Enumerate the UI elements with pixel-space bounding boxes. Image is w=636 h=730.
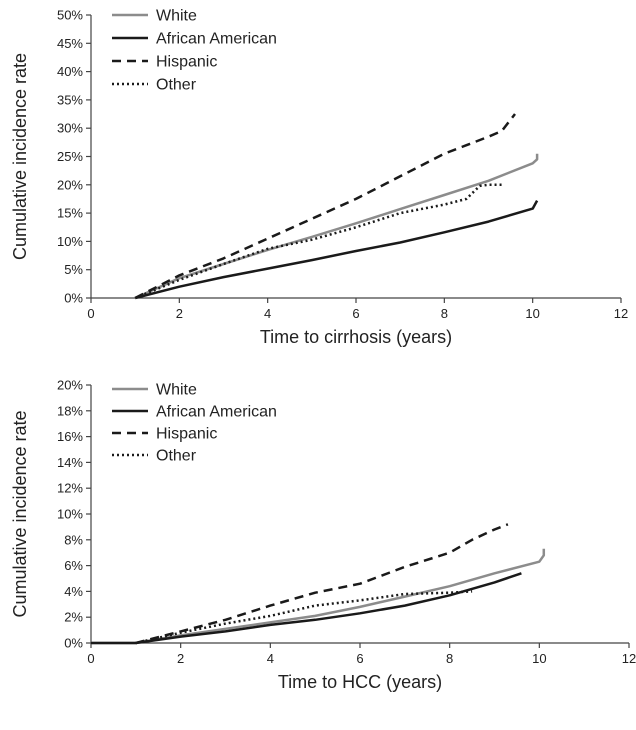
x-axis-title: Time to cirrhosis (years): [260, 327, 452, 347]
y-tick-label: 12%: [57, 481, 83, 496]
x-tick-label: 2: [176, 306, 183, 321]
hcc-chart: 0% 2% 4% 6% 8% 10% 12% 14% 16% 18% 20% 0 2 4 6 8 10 12 Tim…: [10, 378, 636, 693]
legend-label: White: [156, 8, 197, 25]
series-line-0: [91, 548, 546, 645]
x-axis-title: Time to HCC (years): [278, 672, 442, 692]
y-tick-label: 30%: [57, 121, 83, 136]
x-tick-label: 0: [87, 306, 94, 321]
x-tick-label: 0: [87, 651, 94, 666]
x-tick-label: 12: [622, 651, 636, 666]
x-tick-label: 6: [356, 651, 363, 666]
y-tick-label: 0%: [64, 636, 83, 651]
y-tick-label: 5%: [64, 262, 83, 277]
y-tick-label: 14%: [57, 455, 83, 470]
x-tick-label: 8: [441, 306, 448, 321]
y-tick-label: 15%: [57, 206, 83, 221]
series-line-1: [91, 572, 522, 645]
y-tick-label: 10%: [57, 507, 83, 522]
x-tick-label: 2: [177, 651, 184, 666]
x-tick-label: 8: [446, 651, 453, 666]
x-tick-label: 10: [525, 306, 539, 321]
series-line-2: [134, 113, 516, 300]
y-tick-label: 16%: [57, 429, 83, 444]
y-tick-label: 18%: [57, 403, 83, 418]
series-line-1: [134, 199, 539, 300]
series-line-2: [135, 523, 509, 645]
y-tick-label: 6%: [64, 558, 83, 573]
x-tick-label: 4: [264, 306, 271, 321]
y-tick-label: 2%: [64, 610, 83, 625]
legend-label: Other: [156, 448, 197, 465]
y-axis-title: Cumulative incidence rate: [10, 410, 30, 617]
legend-label: African American: [156, 404, 277, 421]
y-tick-label: 25%: [57, 149, 83, 164]
x-tick-label: 4: [267, 651, 274, 666]
x-tick-label: 6: [352, 306, 359, 321]
legend-label: Hispanic: [156, 426, 217, 443]
legend-label: Hispanic: [156, 54, 217, 71]
y-tick-label: 45%: [57, 36, 83, 51]
y-tick-label: 4%: [64, 584, 83, 599]
y-axis-title: Cumulative incidence rate: [10, 53, 30, 260]
series-line-3: [134, 183, 502, 300]
legend-label: Other: [156, 77, 197, 94]
y-tick-label: 20%: [57, 177, 83, 192]
y-tick-label: 20%: [57, 378, 83, 393]
x-tick-label: 10: [532, 651, 546, 666]
x-tick-label: 12: [614, 306, 628, 321]
cirrhosis-chart: 0% 5% 10% 15% 20% 25% 30% 35% 40% 45% 50% 0 2 4 6 8 10 12…: [10, 8, 628, 348]
y-tick-label: 40%: [57, 64, 83, 79]
y-tick-label: 10%: [57, 234, 83, 249]
series-line-3: [135, 590, 473, 645]
legend-label: African American: [156, 31, 277, 48]
legend-label: White: [156, 382, 197, 399]
y-tick-label: 35%: [57, 92, 83, 107]
series-line-0: [134, 153, 539, 300]
y-tick-label: 8%: [64, 532, 83, 547]
y-tick-label: 0%: [64, 291, 83, 306]
y-tick-label: 50%: [57, 8, 83, 23]
